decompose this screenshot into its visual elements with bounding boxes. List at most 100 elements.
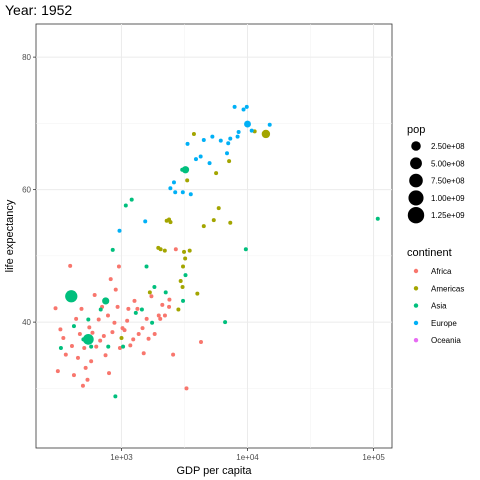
- data-point-americas: [191, 131, 196, 136]
- data-point-asia: [139, 307, 144, 312]
- data-point-africa: [63, 352, 68, 357]
- data-point-europe: [201, 137, 206, 142]
- data-point-asia: [152, 285, 157, 290]
- data-point-africa: [173, 247, 178, 252]
- data-point-africa: [105, 313, 110, 318]
- color-legend-label: Africa: [431, 267, 452, 276]
- data-point-americas: [214, 171, 219, 176]
- data-point-asia: [123, 203, 128, 208]
- color-legend-key: [413, 338, 419, 343]
- data-point-asia: [129, 197, 134, 202]
- color-legend-key: [413, 303, 419, 308]
- data-point-europe: [210, 134, 215, 139]
- x-axis-title: GDP per capita: [176, 465, 252, 477]
- data-point-africa: [108, 277, 113, 282]
- data-point-africa: [122, 328, 127, 333]
- data-point-africa: [126, 306, 131, 311]
- data-point-americas: [168, 220, 173, 225]
- data-point-americas: [211, 218, 216, 223]
- data-point-americas: [228, 220, 233, 225]
- data-point-africa: [140, 326, 145, 331]
- data-point-africa: [167, 297, 172, 302]
- data-point-americas: [183, 256, 188, 261]
- data-point-europe: [168, 186, 173, 191]
- data-point-africa: [162, 313, 167, 318]
- data-point-asia: [106, 344, 111, 349]
- data-point-asia: [243, 247, 248, 252]
- size-legend-label: 7.50e+08: [431, 177, 465, 186]
- data-point-americas: [201, 224, 206, 229]
- x-axis-ticks: 1e+03 1e+04 1e+05: [110, 448, 385, 462]
- data-point-asia: [181, 298, 186, 303]
- y-tick-label: 80: [22, 53, 31, 62]
- size-legend-label: 5.00e+08: [431, 159, 465, 168]
- data-point-africa: [156, 313, 161, 318]
- data-point-americas: [158, 247, 163, 252]
- data-point-africa: [128, 343, 133, 348]
- color-legend-label: Asia: [431, 302, 447, 311]
- data-point-africa: [131, 337, 136, 342]
- data-point-europe: [218, 138, 223, 143]
- data-point-africa: [69, 343, 74, 348]
- data-point-africa: [90, 330, 95, 335]
- data-point-americas: [119, 336, 124, 341]
- data-point-europe: [171, 180, 176, 185]
- data-point-americas: [178, 279, 183, 284]
- data-point-europe: [173, 190, 178, 195]
- data-point-asia: [98, 307, 103, 312]
- data-point-asia: [113, 394, 118, 399]
- data-point-africa: [53, 306, 58, 311]
- y-tick-label: 60: [22, 186, 31, 195]
- data-point-asia: [89, 344, 94, 349]
- data-point-asia: [150, 320, 155, 325]
- data-point-large-asia: [181, 166, 190, 174]
- data-point-europe: [235, 134, 240, 139]
- size-legend-key: [411, 141, 421, 151]
- data-point-asia: [133, 310, 138, 315]
- color-legend-key: [413, 286, 419, 291]
- size-legend-label: 2.50e+08: [431, 142, 465, 151]
- data-point-africa: [167, 304, 172, 309]
- color-legend-label: Americas: [431, 284, 464, 293]
- color-legend-label: Oceania: [431, 336, 461, 345]
- data-point-africa: [103, 353, 108, 358]
- data-point-africa: [112, 320, 117, 325]
- data-point-africa: [55, 369, 60, 374]
- data-point-africa: [79, 306, 84, 311]
- data-point-africa: [115, 304, 120, 309]
- data-point-africa: [171, 352, 176, 357]
- size-legend-label: 1.25e+09: [431, 211, 465, 220]
- chart-title: Year: 1952: [5, 2, 72, 18]
- data-point-americas: [187, 248, 192, 253]
- data-point-europe: [267, 122, 272, 127]
- data-point-large-americas: [261, 129, 271, 139]
- data-point-africa: [61, 336, 66, 341]
- data-point-asia: [86, 317, 91, 322]
- data-point-africa: [136, 332, 141, 337]
- data-point-europe: [188, 192, 193, 197]
- data-point-africa: [89, 359, 94, 364]
- data-point-asia: [375, 216, 380, 221]
- size-legend: pop 2.50e+08 5.00e+08 7.50e+08 1.00e+09 1.25…: [407, 124, 465, 224]
- x-tick-label: 1e+05: [362, 453, 385, 462]
- data-point-europe: [143, 219, 148, 224]
- color-legend-key: [413, 320, 419, 326]
- data-point-asia: [163, 290, 168, 295]
- data-point-large-europe: [244, 120, 251, 128]
- data-point-africa: [135, 306, 140, 311]
- data-point-americas: [181, 264, 186, 269]
- data-point-africa: [92, 292, 97, 297]
- x-tick-label: 1e+03: [110, 453, 133, 462]
- y-tick-label: 40: [22, 318, 31, 327]
- data-point-europe: [180, 190, 185, 195]
- data-point-asia: [71, 324, 76, 329]
- data-point-africa: [101, 334, 106, 339]
- x-tick-label: 1e+04: [236, 453, 259, 462]
- data-point-africa: [198, 340, 203, 344]
- data-point-asia: [58, 345, 63, 350]
- color-legend-label: Europe: [431, 319, 457, 328]
- data-point-africa: [146, 336, 151, 341]
- data-point-americas: [216, 206, 221, 211]
- data-point-africa: [160, 302, 165, 307]
